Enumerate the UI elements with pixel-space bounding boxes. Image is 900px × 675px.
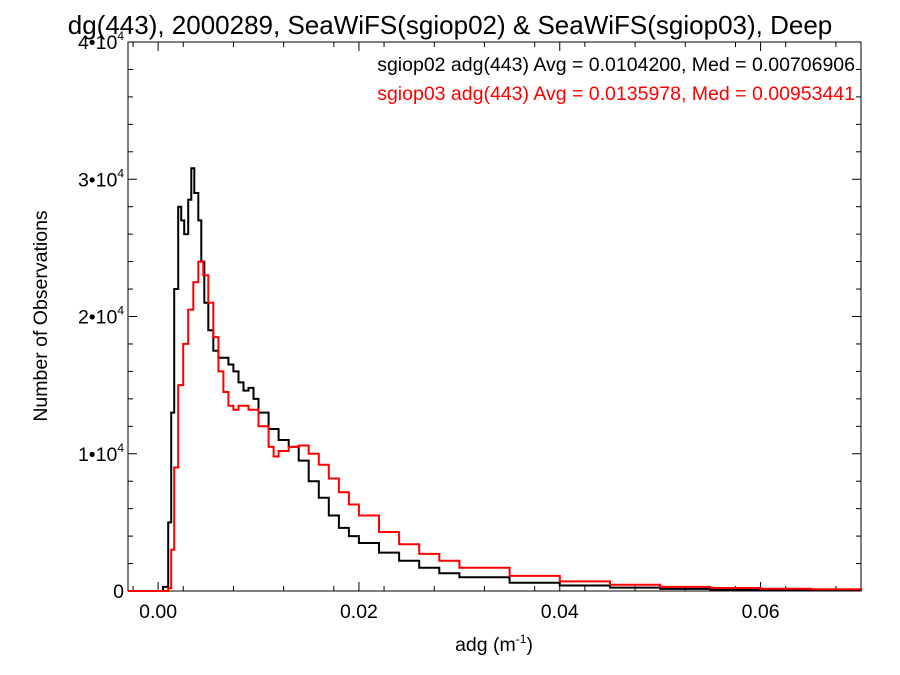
y-axis-label: Number of Observations: [30, 210, 52, 422]
x-axis-ticks: 0.00 0.02 0.04 0.06: [132, 42, 837, 623]
x-tick-label: 0.02: [340, 601, 378, 623]
y-tick-label-base: 3•10: [78, 169, 118, 191]
y-tick-label-base: 2•10: [78, 307, 118, 329]
y-tick-label-exponent: 4: [117, 29, 124, 43]
plot-border: [127, 41, 862, 592]
series-line-sgiop03: [128, 260, 862, 592]
x-tick-label: 0.04: [541, 601, 579, 623]
y-tick-label: 3•104: [78, 166, 124, 191]
y-tick-label-base: 4•10: [78, 32, 118, 54]
y-tick-label-exponent: 4: [117, 441, 124, 455]
x-tick-label: 0.06: [742, 601, 780, 623]
y-tick-label: 4•104: [78, 29, 124, 54]
legend-annotation-sgiop02: sgiop02 adg(443) Avg = 0.0104200, Med = …: [377, 54, 855, 76]
plot-frame: [127, 41, 862, 592]
y-tick-label-exponent: 4: [117, 304, 124, 318]
y-tick-label-base: 0: [113, 581, 124, 603]
y-tick-label-exponent: 4: [117, 166, 124, 180]
y-tick-label: 1•104: [78, 441, 124, 466]
chart-title: dg(443), 2000289, SeaWiFS(sgiop02) & Sea…: [68, 10, 833, 40]
y-tick-label: 2•104: [78, 304, 124, 329]
y-tick-label-base: 1•10: [78, 444, 118, 466]
legend-annotation-sgiop03: sgiop03 adg(443) Avg = 0.0135978, Med = …: [377, 83, 855, 105]
series-layer: [128, 167, 862, 592]
series-line-sgiop02: [128, 167, 862, 592]
y-tick-label: 0: [113, 581, 124, 603]
x-axis-label-sup: -1: [516, 632, 527, 646]
x-axis-label: adg (m-1): [455, 632, 533, 656]
x-tick-label: 0.00: [139, 601, 177, 623]
x-axis-label-main: adg (m: [455, 634, 516, 656]
x-axis-label-close: ): [526, 634, 533, 656]
